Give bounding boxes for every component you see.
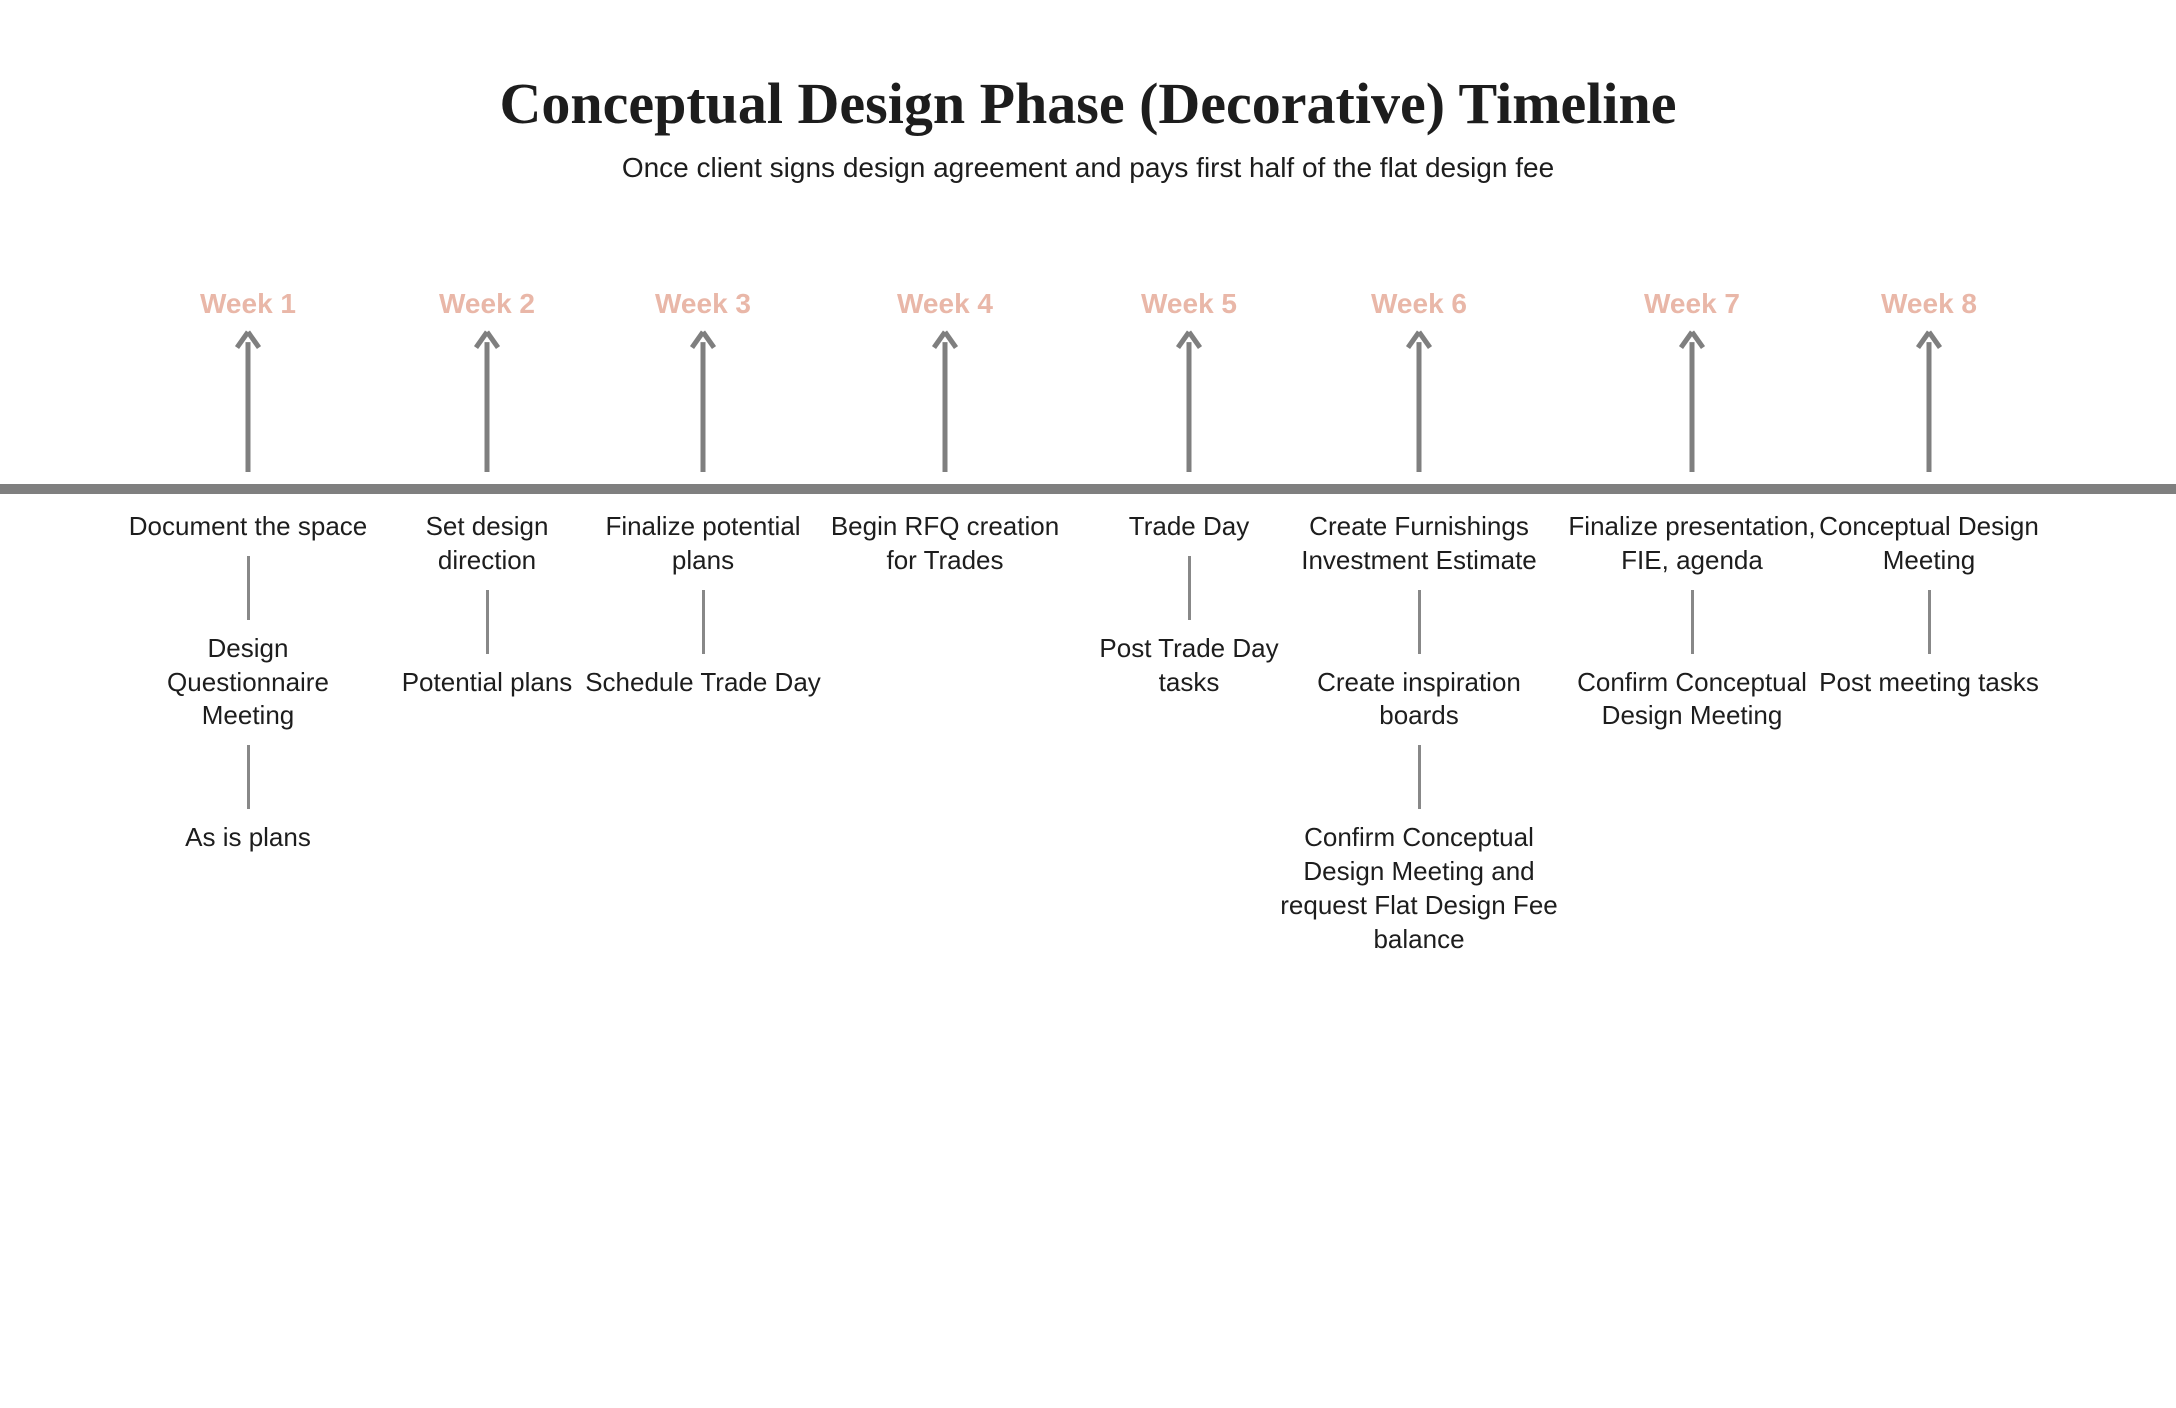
task-connector [247, 556, 250, 620]
week-label: Week 3 [583, 288, 823, 320]
task-item: Schedule Trade Day [585, 666, 821, 700]
up-arrow-icon [467, 330, 507, 477]
task-item: As is plans [185, 821, 311, 855]
task-list: Conceptual Design Meeting Post meeting ta… [1809, 510, 2049, 699]
up-arrow-icon [1672, 330, 1712, 477]
week-label: Week 1 [128, 288, 368, 320]
task-item: Post meeting tasks [1819, 666, 2039, 700]
timeline-page: Conceptual Design Phase (Decorative) Tim… [0, 0, 2176, 1408]
task-item: Begin RFQ creation for Trades [825, 510, 1065, 578]
week-label: Week 5 [1069, 288, 1309, 320]
task-connector [1928, 590, 1931, 654]
week-label: Week 8 [1809, 288, 2049, 320]
task-item: Document the space [129, 510, 367, 544]
task-item: Post Trade Day tasks [1069, 632, 1309, 700]
task-list: Document the space Design Questionnaire M… [128, 510, 368, 855]
task-connector [702, 590, 705, 654]
task-connector [1691, 590, 1694, 654]
week-label: Week 4 [825, 288, 1065, 320]
up-arrow-icon [1169, 330, 1209, 477]
task-item: Create inspiration boards [1279, 666, 1559, 734]
task-connector [486, 590, 489, 654]
up-arrow-icon [1909, 330, 1949, 477]
timeline-column: Week 4 Begin RFQ creation for Trades [825, 0, 1065, 1408]
task-connector [1188, 556, 1191, 620]
task-item: Finalize presentation, FIE, agenda [1562, 510, 1822, 578]
up-arrow-icon [1399, 330, 1439, 477]
task-connector [1418, 745, 1421, 809]
task-connector [1418, 590, 1421, 654]
week-label: Week 7 [1562, 288, 1822, 320]
task-list: Create Furnishings Investment Estimate Cr… [1279, 510, 1559, 956]
timeline-column: Week 8 Conceptual Design Meeting Post meet… [1809, 0, 2049, 1408]
task-item: Conceptual Design Meeting [1809, 510, 2049, 578]
timeline-column: Week 6 Create Furnishings Investment Esti… [1279, 0, 1559, 1408]
task-connector [247, 745, 250, 809]
week-label: Week 2 [377, 288, 597, 320]
timeline-column: Week 3 Finalize potential plans Schedule T… [583, 0, 823, 1408]
timeline-columns: Week 1 Document the space Design Questionn… [0, 0, 2176, 1408]
up-arrow-icon [683, 330, 723, 477]
task-item: Set design direction [377, 510, 597, 578]
up-arrow-icon [925, 330, 965, 477]
timeline-column: Week 7 Finalize presentation, FIE, agenda… [1562, 0, 1822, 1408]
week-label: Week 6 [1279, 288, 1559, 320]
task-list: Finalize potential plans Schedule Trade D… [583, 510, 823, 699]
task-list: Set design direction Potential plans [377, 510, 597, 699]
timeline-column: Week 1 Document the space Design Questionn… [128, 0, 368, 1408]
task-list: Begin RFQ creation for Trades [825, 510, 1065, 578]
up-arrow-icon [228, 330, 268, 477]
task-item: Confirm Conceptual Design Meeting and re… [1279, 821, 1559, 956]
task-list: Finalize presentation, FIE, agenda Confir… [1562, 510, 1822, 733]
timeline-column: Week 5 Trade Day Post Trade Day tasks [1069, 0, 1309, 1408]
task-item: Trade Day [1129, 510, 1249, 544]
task-item: Create Furnishings Investment Estimate [1279, 510, 1559, 578]
timeline-column: Week 2 Set design direction Potential plan… [377, 0, 597, 1408]
task-item: Finalize potential plans [583, 510, 823, 578]
task-item: Design Questionnaire Meeting [128, 632, 368, 733]
task-item: Potential plans [402, 666, 573, 700]
task-list: Trade Day Post Trade Day tasks [1069, 510, 1309, 699]
task-item: Confirm Conceptual Design Meeting [1562, 666, 1822, 734]
